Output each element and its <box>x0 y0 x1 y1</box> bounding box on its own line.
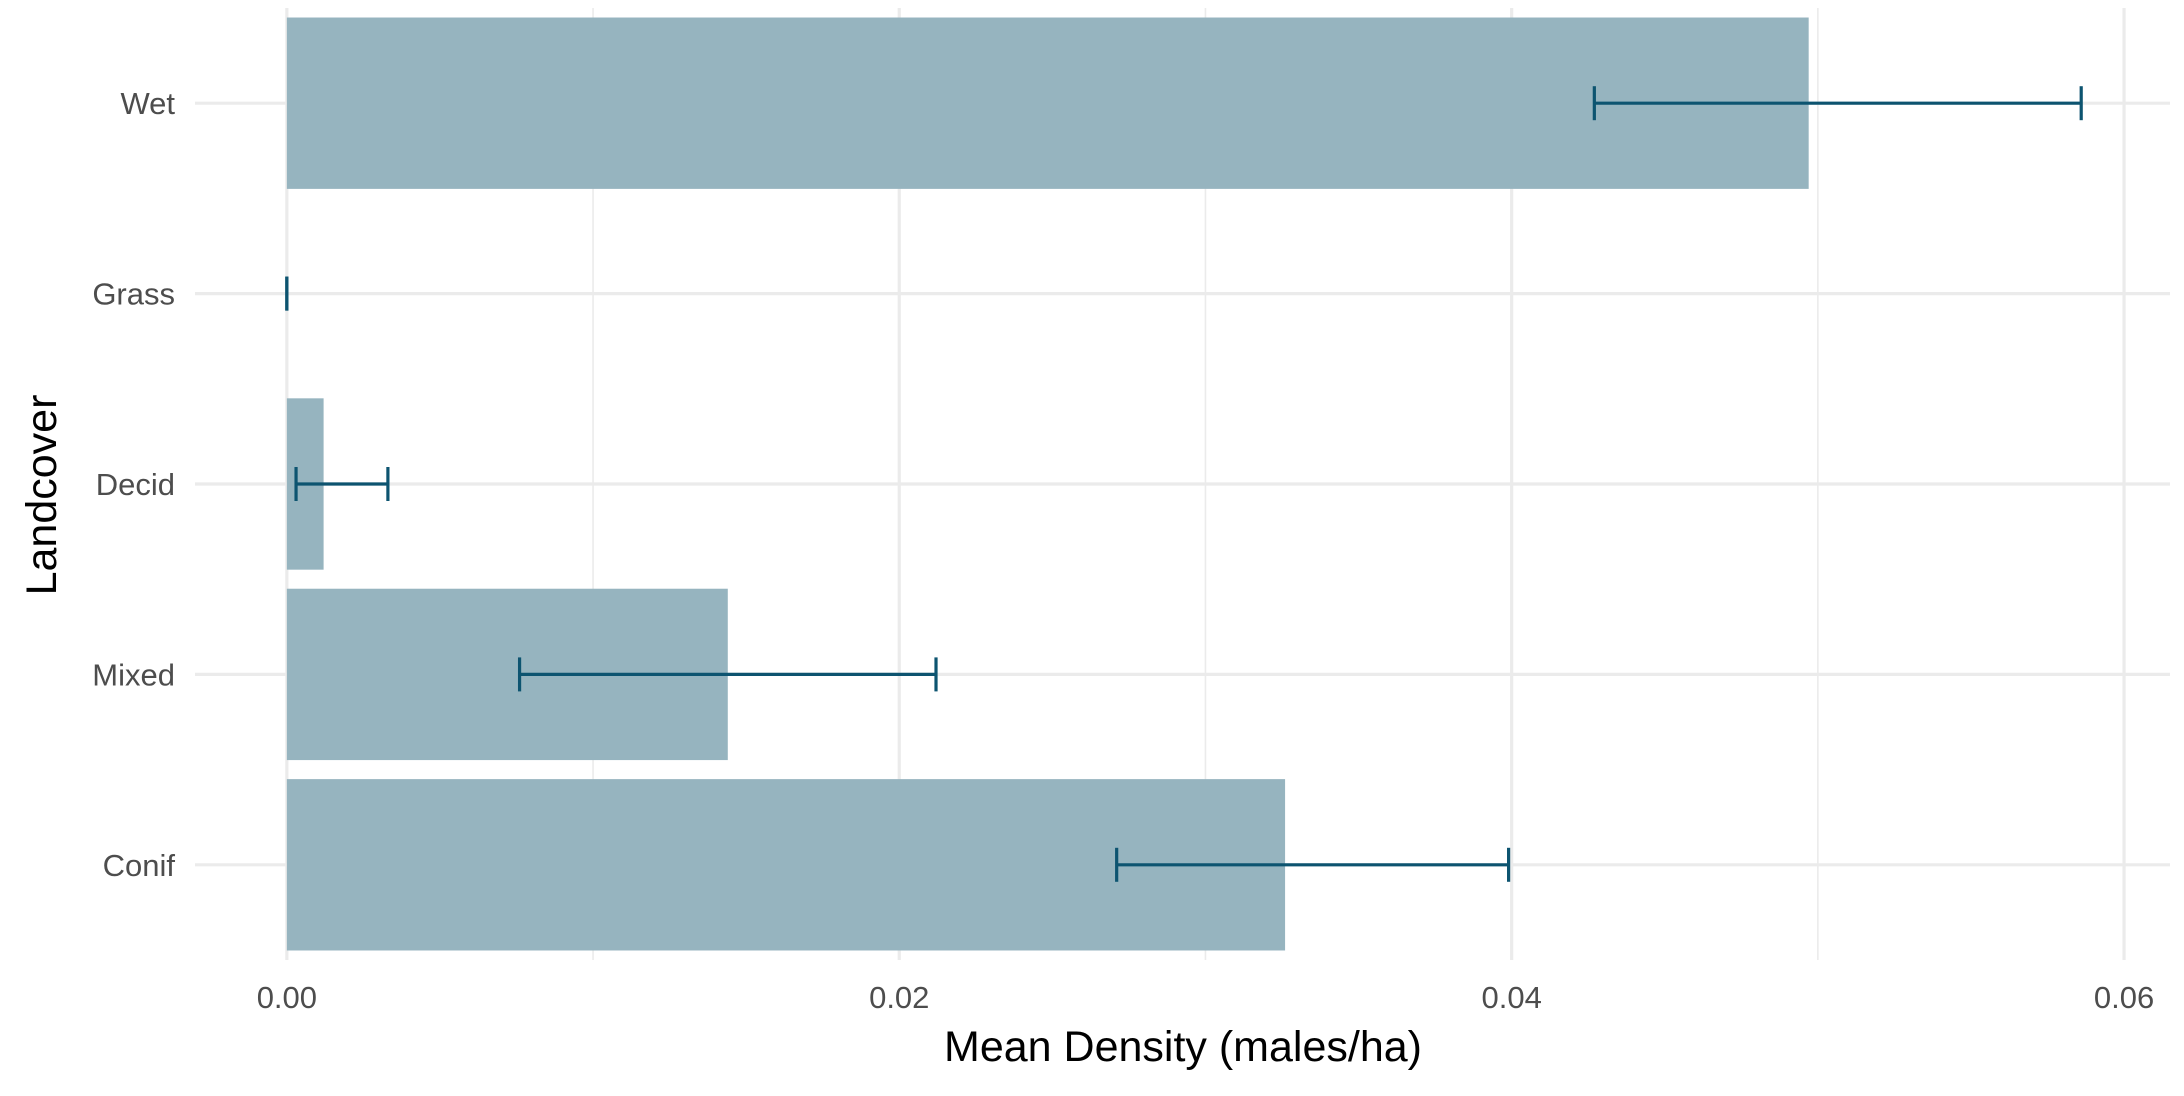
x-tick-label: 0.04 <box>1481 980 1541 1015</box>
x-axis-ticks: 0.00 0.02 0.04 0.06 <box>257 980 2155 1015</box>
y-tick-label: Wet <box>120 86 175 121</box>
bar-wet <box>286 17 1809 189</box>
y-tick-label: Decid <box>96 467 175 502</box>
x-tick-label: 0.06 <box>2094 980 2154 1015</box>
x-tick-label: 0.00 <box>257 980 317 1015</box>
error-bar-mixed <box>517 657 938 692</box>
x-axis-title: Mean Density (males/ha) <box>944 1023 1422 1071</box>
error-bar-wet <box>1592 86 2083 121</box>
y-tick-label: Mixed <box>92 657 175 692</box>
y-axis-title: Landcover <box>18 395 66 596</box>
error-bar-decid <box>294 467 390 501</box>
y-axis-ticks: Conif Mixed Decid Grass Wet <box>92 86 175 883</box>
y-tick-label: Grass <box>92 277 175 312</box>
error-bars <box>285 86 2083 882</box>
error-bar-conif <box>1115 847 1511 882</box>
x-tick-label: 0.02 <box>869 980 929 1015</box>
y-tick-label: Conif <box>103 848 176 883</box>
